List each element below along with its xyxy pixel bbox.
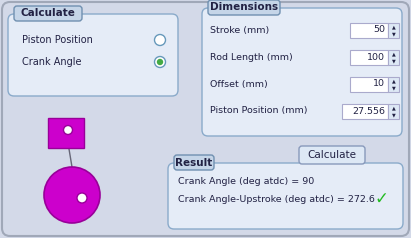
Circle shape: [155, 35, 166, 45]
Text: Dimensions: Dimensions: [210, 3, 278, 13]
Text: Rod Length (mm): Rod Length (mm): [210, 53, 293, 61]
Text: Offset (mm): Offset (mm): [210, 79, 268, 89]
FancyBboxPatch shape: [350, 76, 388, 91]
Text: Crank Angle (deg atdc) = 90: Crank Angle (deg atdc) = 90: [178, 177, 314, 185]
FancyBboxPatch shape: [208, 0, 280, 15]
FancyBboxPatch shape: [350, 50, 388, 64]
Text: Result: Result: [175, 158, 212, 168]
Circle shape: [155, 56, 166, 68]
Circle shape: [64, 125, 72, 134]
Text: Piston Position: Piston Position: [22, 35, 93, 45]
Text: 100: 100: [367, 53, 385, 61]
Text: ▲: ▲: [392, 105, 395, 110]
FancyBboxPatch shape: [174, 155, 214, 170]
Circle shape: [77, 193, 87, 203]
Text: 27.556: 27.556: [352, 106, 385, 115]
Text: ✓: ✓: [374, 190, 388, 208]
FancyBboxPatch shape: [8, 14, 178, 96]
Text: ▼: ▼: [392, 31, 395, 36]
FancyBboxPatch shape: [388, 76, 399, 91]
Text: Crank Angle-Upstroke (deg atdc) = 272.6: Crank Angle-Upstroke (deg atdc) = 272.6: [178, 194, 375, 203]
Circle shape: [44, 167, 100, 223]
FancyBboxPatch shape: [388, 104, 399, 119]
Text: ▲: ▲: [392, 79, 395, 84]
FancyBboxPatch shape: [388, 23, 399, 38]
Text: Calculate: Calculate: [307, 150, 356, 160]
FancyBboxPatch shape: [14, 6, 82, 21]
Text: 10: 10: [373, 79, 385, 89]
Text: Crank Angle: Crank Angle: [22, 57, 81, 67]
Text: ▼: ▼: [392, 58, 395, 63]
Text: ▼: ▼: [392, 112, 395, 117]
Bar: [48, 118, 84, 148]
FancyBboxPatch shape: [202, 8, 402, 136]
Circle shape: [157, 59, 163, 65]
Text: ▲: ▲: [392, 25, 395, 30]
FancyBboxPatch shape: [350, 23, 388, 38]
Text: ▼: ▼: [392, 85, 395, 90]
Text: Calculate: Calculate: [21, 9, 76, 19]
Text: Piston Position (mm): Piston Position (mm): [210, 106, 307, 115]
FancyBboxPatch shape: [168, 163, 403, 229]
FancyBboxPatch shape: [388, 50, 399, 64]
Text: Stroke (mm): Stroke (mm): [210, 25, 269, 35]
Text: 50: 50: [373, 25, 385, 35]
FancyBboxPatch shape: [2, 2, 409, 236]
FancyBboxPatch shape: [342, 104, 388, 119]
Text: ▲: ▲: [392, 51, 395, 56]
FancyBboxPatch shape: [299, 146, 365, 164]
